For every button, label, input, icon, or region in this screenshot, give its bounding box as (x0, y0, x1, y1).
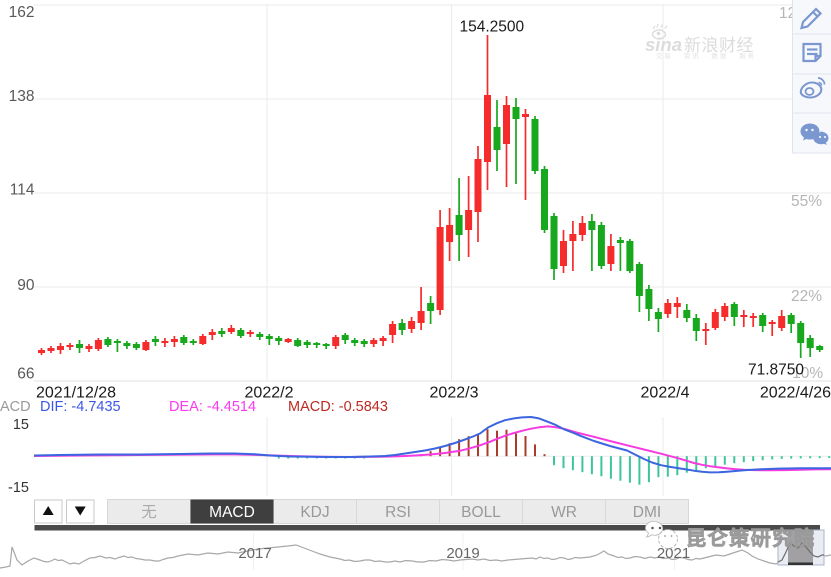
svg-text:66: 66 (17, 366, 34, 383)
svg-text:BOLL: BOLL (461, 504, 501, 521)
svg-text:WR: WR (551, 504, 577, 521)
svg-text:RSI: RSI (385, 504, 411, 521)
svg-text:MACD: MACD (209, 504, 255, 521)
svg-text:114: 114 (10, 182, 35, 199)
svg-text:2022/4/26: 2022/4/26 (760, 385, 831, 402)
svg-text:DIF: -4.7435: DIF: -4.7435 (40, 399, 121, 415)
svg-text:2022/3: 2022/3 (430, 385, 479, 402)
svg-text:昆仑策研究院: 昆仑策研究院 (686, 526, 816, 550)
svg-text:2022/4: 2022/4 (641, 385, 690, 402)
svg-text:DEA: -4.4514: DEA: -4.4514 (169, 399, 256, 415)
svg-text:MACD: -0.5843: MACD: -0.5843 (288, 399, 388, 415)
svg-text:90: 90 (17, 277, 35, 294)
svg-text:DMI: DMI (633, 504, 661, 521)
svg-text:无: 无 (141, 504, 157, 521)
svg-text:-15: -15 (8, 480, 29, 496)
svg-text:15: 15 (13, 417, 29, 433)
svg-text:22%: 22% (791, 288, 822, 305)
svg-text:162: 162 (9, 4, 35, 21)
svg-text:ACD: ACD (0, 399, 31, 415)
svg-text:2019: 2019 (446, 545, 479, 562)
svg-text:KDJ: KDJ (300, 504, 329, 521)
svg-text:154.2500: 154.2500 (460, 19, 525, 36)
svg-text:138: 138 (9, 88, 35, 105)
svg-text:交易 · 资讯 · 数据 · 服务: 交易 · 资讯 · 数据 · 服务 (656, 51, 756, 60)
svg-text:55%: 55% (791, 193, 822, 210)
svg-text:71.8750: 71.8750 (748, 362, 804, 379)
svg-text:2017: 2017 (238, 545, 271, 562)
